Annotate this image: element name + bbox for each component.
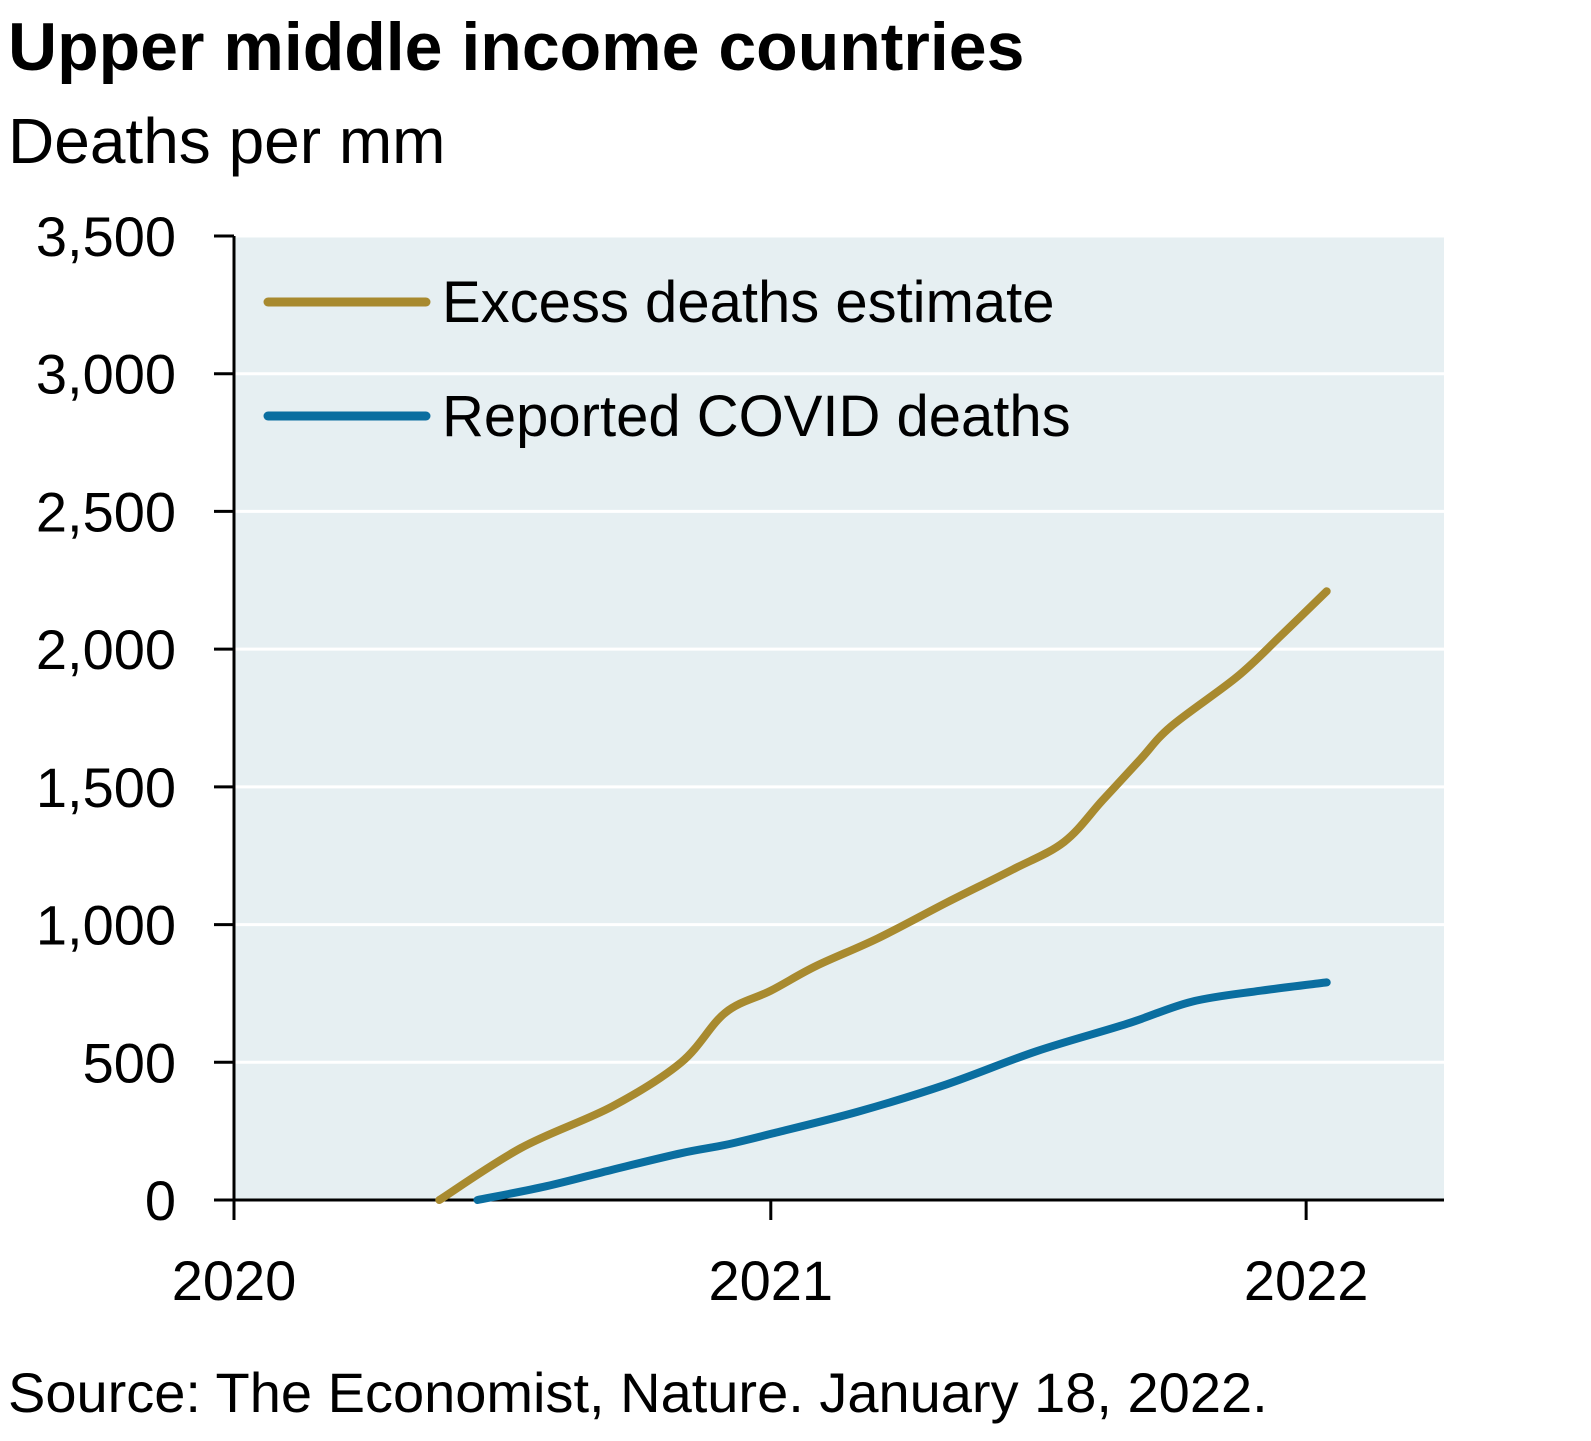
y-tick-label: 500 — [83, 1031, 176, 1094]
legend-label: Excess deaths estimate — [442, 270, 1055, 335]
y-tick-label: 3,000 — [36, 343, 176, 406]
legend-label: Reported COVID deaths — [442, 384, 1071, 449]
gridlines — [234, 234, 1444, 1064]
plot-background — [234, 236, 1444, 1200]
series-line-excess-deaths-estimate — [435, 587, 1331, 1204]
x-tick-label: 2021 — [709, 1249, 834, 1312]
x-axis-ticks: 2020 2021 2022 — [172, 1200, 1369, 1312]
y-tick-label: 1,500 — [36, 756, 176, 819]
y-tick-label: 3,500 — [36, 205, 176, 268]
y-tick-label: 2,000 — [36, 618, 176, 681]
series-line-reported-covid-deaths — [473, 978, 1331, 1204]
y-tick-label: 2,500 — [36, 480, 176, 543]
chart-title: Upper middle income countries — [8, 9, 1025, 85]
y-axis-ticks: 0 500 1,000 1,500 2,000 2,500 3,000 3,500 — [36, 205, 234, 1232]
y-tick-label: 1,000 — [36, 894, 176, 957]
x-tick-label: 2020 — [172, 1249, 297, 1312]
x-tick-label: 2022 — [1244, 1249, 1369, 1312]
legend: Excess deaths estimate Reported COVID dea… — [263, 270, 1071, 449]
source-note: Source: The Economist, Nature. January 1… — [8, 1361, 1268, 1424]
chart-subtitle: Deaths per mm — [8, 105, 446, 177]
y-tick-label: 0 — [145, 1169, 176, 1232]
data-series — [435, 587, 1331, 1204]
